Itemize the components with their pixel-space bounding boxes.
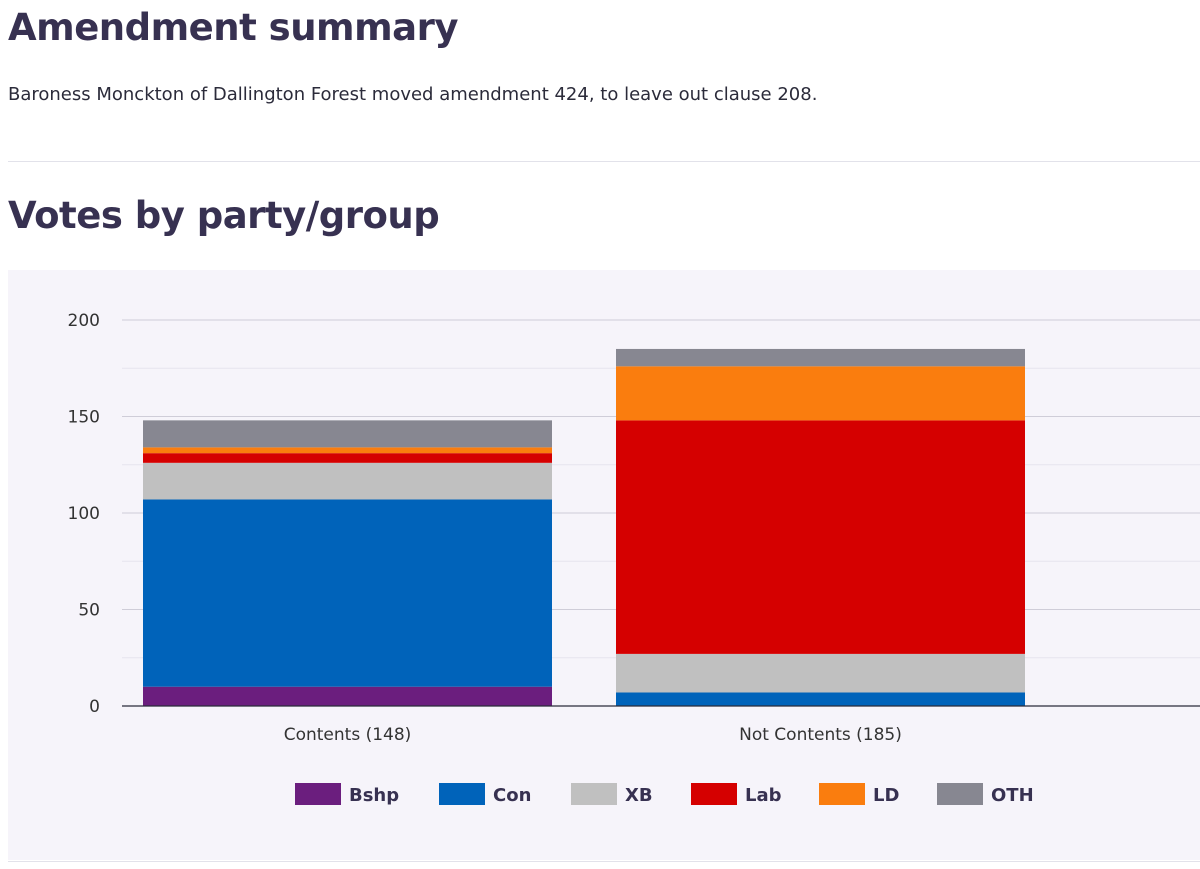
legend-label-bshp: Bshp (349, 785, 399, 806)
chart-panel: 0 50 100 150 200 Contents (148) Not Contents (… (8, 270, 1200, 860)
bar-segment-oth-not-contents (616, 348, 1025, 367)
legend-label-oth: OTH (991, 785, 1034, 806)
x-category-label: Not Contents (185) (739, 725, 902, 745)
legend-label-con: Con (493, 785, 531, 806)
legend-swatch-lab (691, 783, 737, 805)
y-tick-label: 50 (78, 601, 100, 621)
legend-swatch-bshp (295, 783, 341, 805)
legend-label-lab: Lab (745, 785, 782, 806)
y-tick-label: 100 (68, 504, 100, 524)
bar-segment-lab-not-contents (616, 420, 1025, 654)
bar-segment-bshp-contents (143, 686, 552, 706)
votes-chart: 0 50 100 150 200 Contents (148) Not Contents (… (68, 311, 1200, 806)
legend-swatch-xb (571, 783, 617, 805)
amendment-summary-text: Baroness Monckton of Dallington Forest m… (8, 84, 818, 105)
legend-swatch-con (439, 783, 485, 805)
bar-segment-con-contents (143, 499, 552, 687)
legend-swatch-oth (937, 783, 983, 805)
y-tick-label: 0 (89, 697, 100, 717)
section-divider (8, 161, 1200, 162)
bar-segment-con-not-contents (616, 692, 1025, 706)
bar-segment-xb-not-contents (616, 653, 1025, 693)
bar-segment-ld-not-contents (616, 366, 1025, 421)
bar-segment-ld-contents (143, 447, 552, 454)
legend-label-xb: XB (625, 785, 653, 806)
amendment-summary-heading: Amendment summary (8, 6, 458, 49)
bar-segment-lab-contents (143, 453, 552, 463)
bar-segment-oth-contents (143, 420, 552, 448)
x-category-label: Contents (148) (284, 725, 412, 745)
bottom-divider (8, 861, 1200, 862)
y-tick-label: 150 (68, 408, 100, 428)
votes-by-party-heading: Votes by party/group (8, 194, 440, 237)
legend-swatch-ld (819, 783, 865, 805)
bar-segment-xb-contents (143, 462, 552, 500)
y-tick-label: 200 (68, 311, 100, 331)
legend-label-ld: LD (873, 785, 899, 806)
